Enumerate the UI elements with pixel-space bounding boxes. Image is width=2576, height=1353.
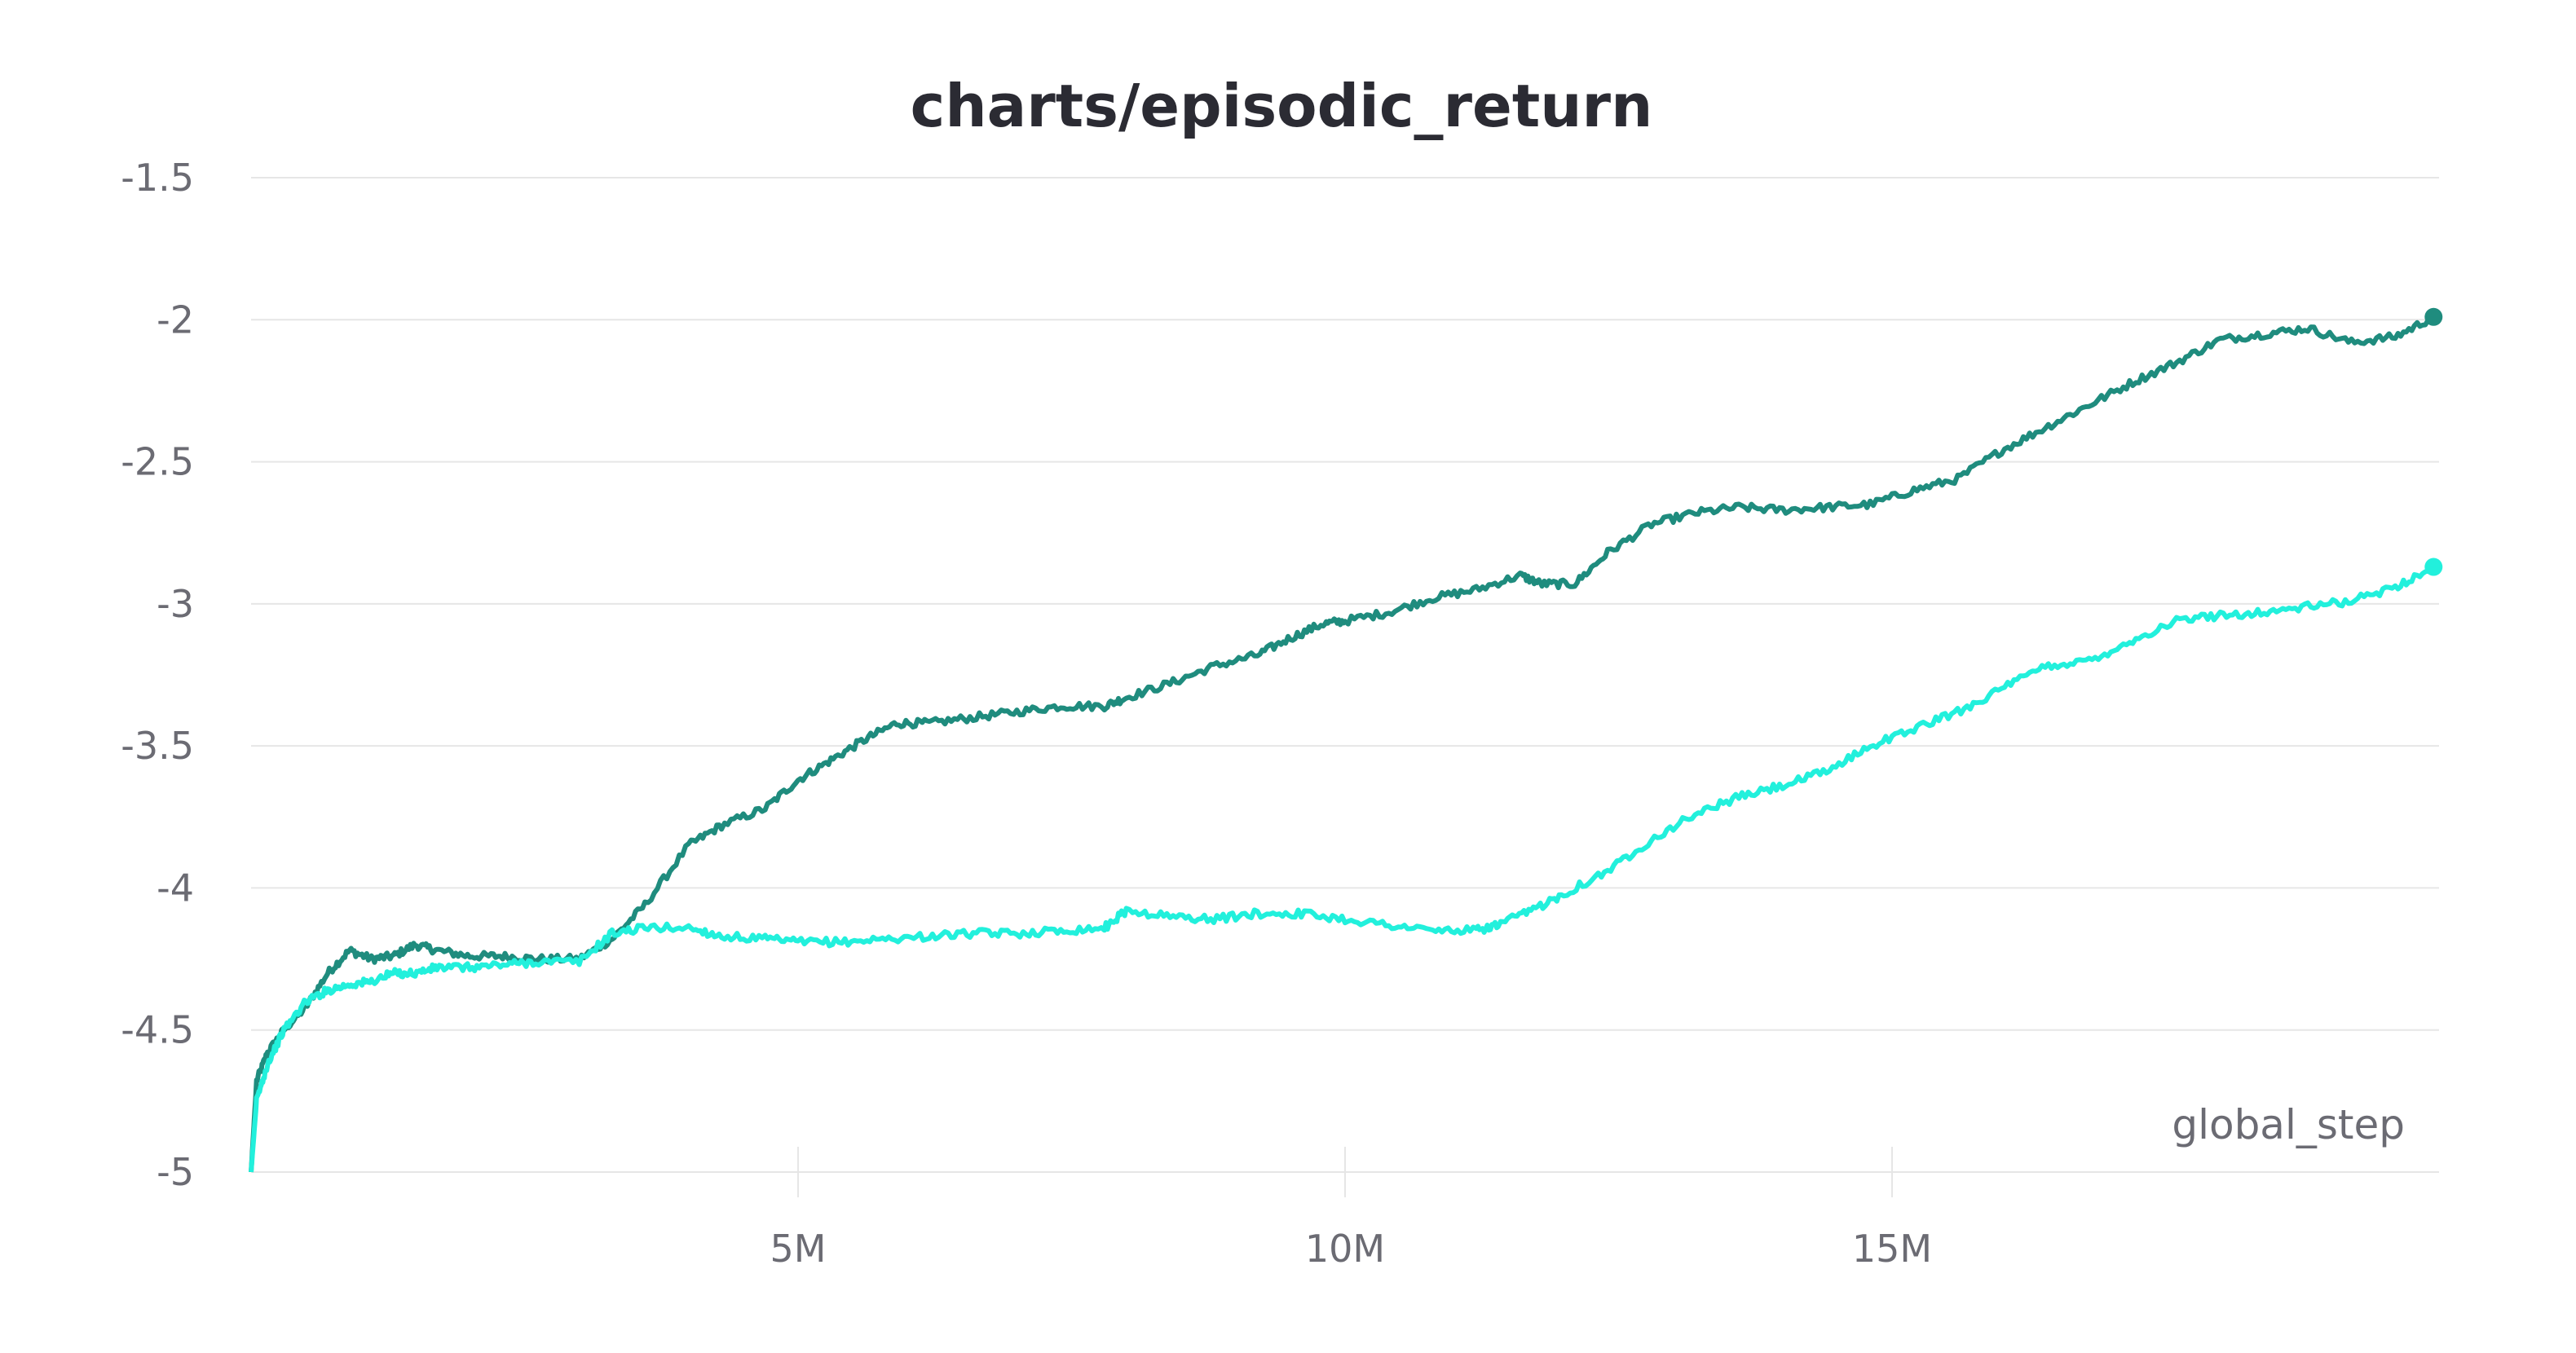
y-tick-label: -4.5 (121, 1008, 194, 1052)
y-axis-ticks: -1.5 -2 -2.5 -3 -3.5 -4 -4.5 -5 (121, 156, 194, 1194)
x-tick-label: 10M (1305, 1227, 1385, 1271)
series-line-1 (249, 315, 2436, 1173)
series-end-point-1 (2424, 307, 2443, 326)
y-tick-label: -3 (157, 582, 194, 626)
x-axis-label: global_step (2172, 1101, 2405, 1148)
x-tick-label: 15M (1852, 1227, 1932, 1271)
y-tick-label: -2.5 (121, 440, 194, 484)
y-tick-label: -4 (157, 866, 194, 910)
y-tick-label: -2 (157, 297, 194, 342)
series-line-2 (249, 562, 2436, 1173)
y-tick-label: -1.5 (121, 156, 194, 200)
y-tick-label: -3.5 (121, 724, 194, 768)
x-axis-ticks: 5M 10M 15M (770, 1147, 1932, 1271)
chart-title: charts/episodic_return (911, 72, 1653, 140)
gridlines (251, 177, 2439, 1173)
series-end-point-2 (2424, 558, 2443, 576)
y-tick-label: -5 (157, 1150, 194, 1194)
series-lines (249, 307, 2443, 1173)
x-tick-label: 5M (770, 1227, 827, 1271)
